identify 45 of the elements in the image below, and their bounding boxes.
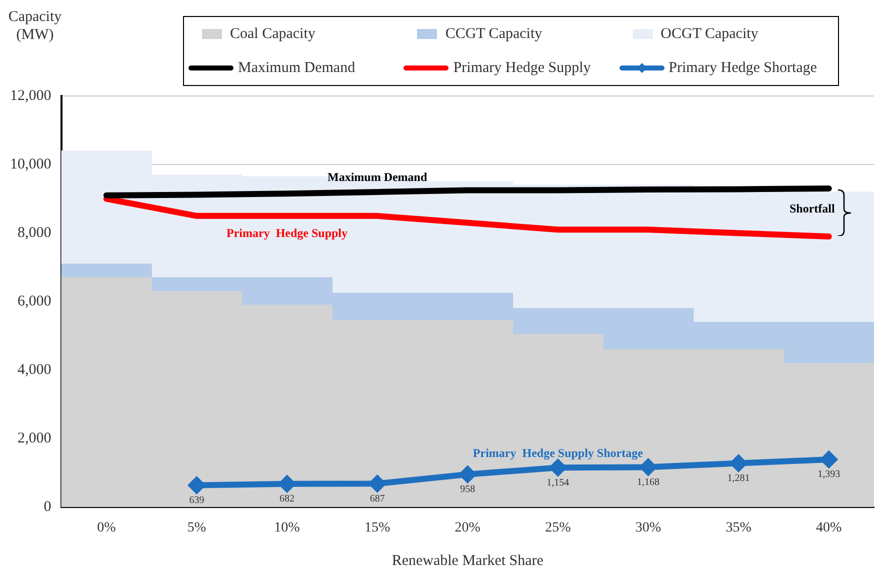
legend-label: CCGT Capacity: [445, 26, 542, 42]
x-tick-label: 5%: [187, 520, 206, 536]
point: [820, 451, 837, 468]
x-tick-label: 15%: [364, 520, 390, 536]
legend-label: Primary Hedge Supply: [453, 60, 591, 76]
y-axis-title: Capacity (MW): [7, 8, 63, 44]
data-label: 1,168: [636, 476, 660, 488]
x-tick-label: 40%: [816, 520, 842, 536]
y-tick-label: 6,000: [18, 294, 52, 310]
x-tick-label: 35%: [726, 520, 752, 536]
point: [640, 459, 656, 476]
x-axis-title: Renewable Market Share: [392, 552, 544, 569]
point: [188, 477, 205, 494]
data-label: 687: [370, 493, 385, 504]
point: [730, 455, 747, 472]
x-tick-label: 30%: [635, 520, 662, 536]
annotation: Shortfall: [790, 202, 836, 216]
data-label: 639: [189, 494, 204, 506]
y-tick-label: 2,000: [18, 430, 52, 447]
x-tick-label: 20%: [454, 520, 481, 536]
annotation: Maximum Demand: [327, 170, 428, 184]
annotation: Primary Hedge Supply: [226, 226, 348, 240]
data-label: 958: [460, 484, 476, 495]
point: [279, 476, 296, 492]
legend-label: Maximum Demand: [238, 60, 356, 76]
y-tick-label: 0: [44, 499, 52, 516]
legend-label: Primary Hedge Shortage: [668, 60, 817, 76]
data-label: 1,281: [727, 472, 750, 484]
bar: [61, 264, 152, 278]
point: [460, 466, 476, 482]
point: [550, 460, 566, 476]
legend-label: OCGT Capacity: [660, 26, 758, 42]
y-tick-label: 8,000: [18, 225, 52, 242]
x-tick-label: 25%: [545, 520, 572, 536]
point: [369, 476, 386, 492]
y-tick-label: 10,000: [10, 156, 52, 172]
data-label: 1,393: [818, 469, 840, 480]
x-tick-label: 0%: [97, 520, 116, 536]
legend-label: Coal Capacity: [230, 26, 316, 42]
data-label: 682: [280, 493, 295, 504]
y-tick-label: 4,000: [18, 362, 52, 378]
x-tick-label: 10%: [274, 520, 300, 536]
data-label: 1,154: [546, 477, 570, 488]
annotation: Primary Hedge Supply Shortage: [472, 446, 644, 460]
y-tick-label: 12,000: [10, 88, 52, 104]
